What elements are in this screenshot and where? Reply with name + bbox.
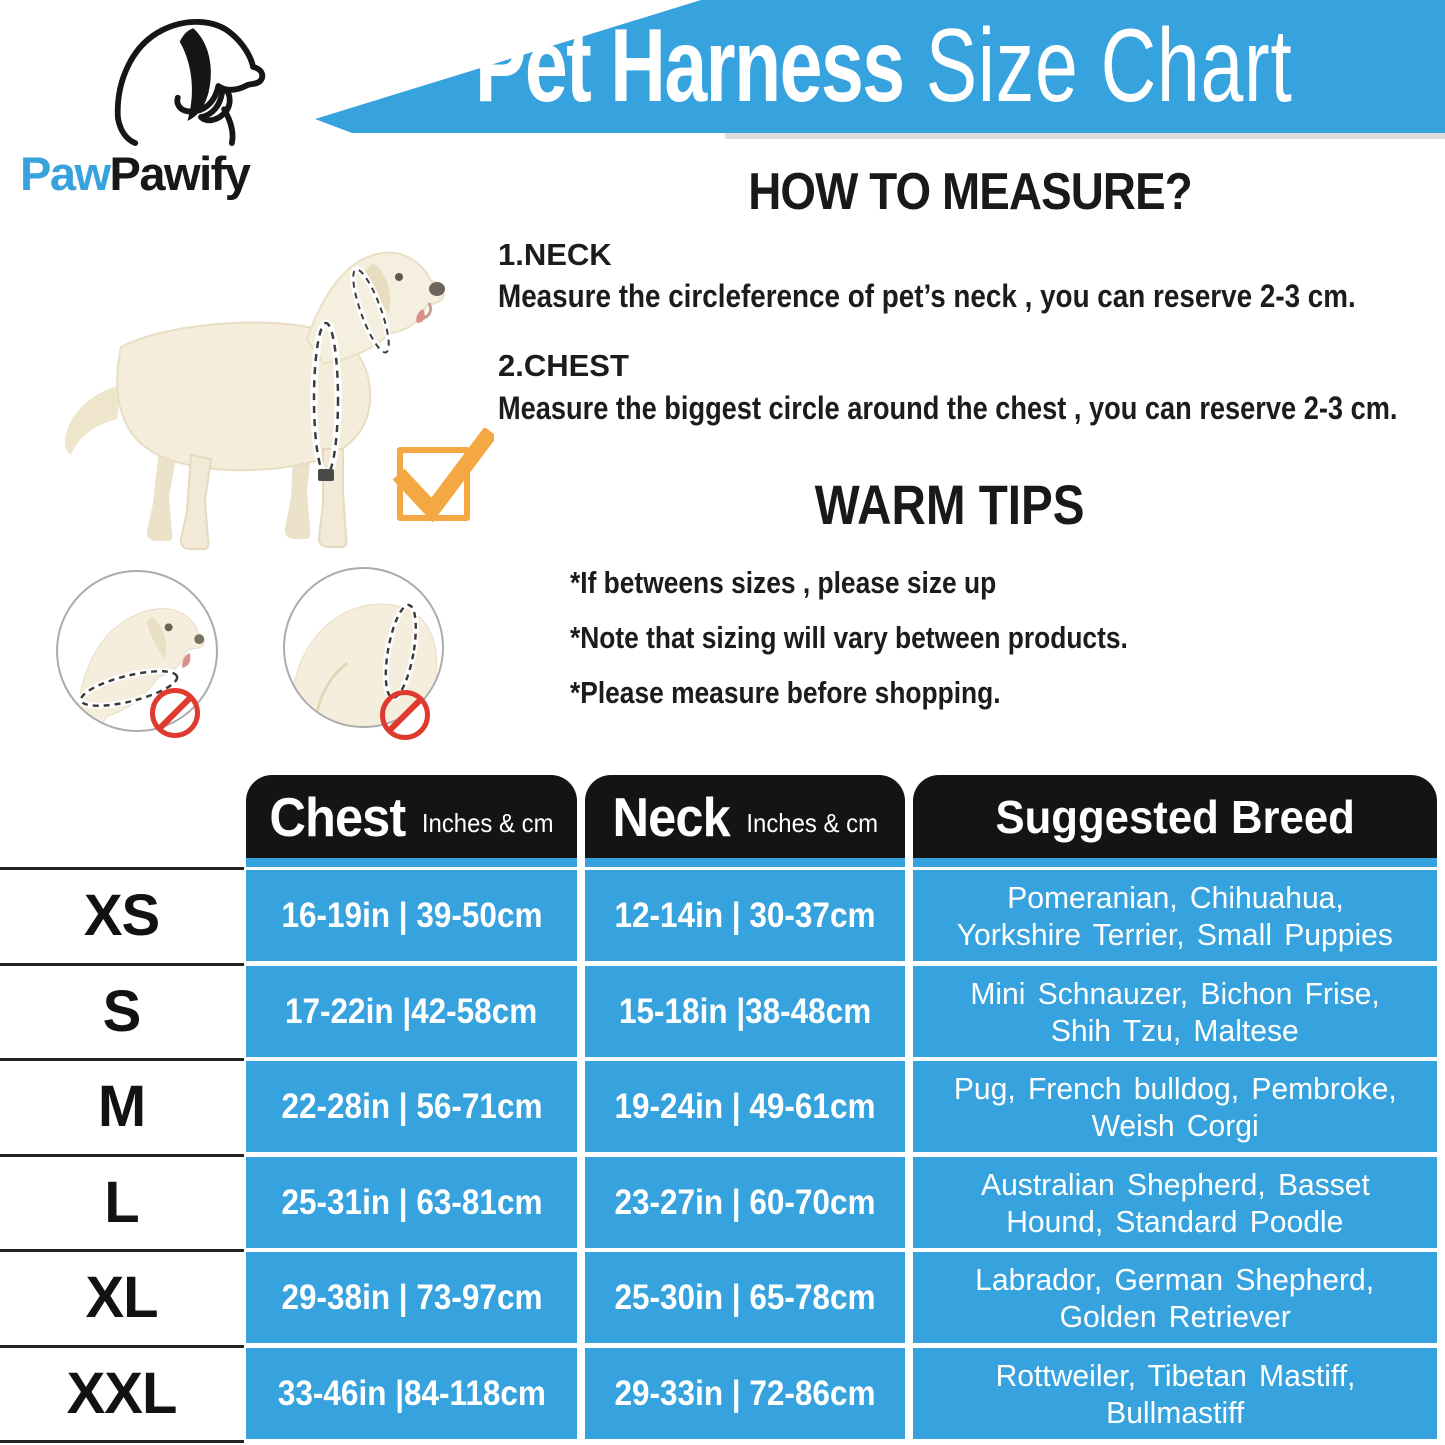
header-accent-strip	[585, 858, 905, 867]
step-neck-text: Measure the circleference of pet’s neck …	[498, 278, 1356, 314]
warm-tips-title: WARM TIPS	[815, 473, 1085, 536]
neck-header-title: Neck	[612, 785, 730, 848]
row-divider	[0, 1154, 244, 1157]
chest-header-title: Chest	[269, 785, 406, 848]
how-to-measure-title: HOW TO MEASURE?	[748, 163, 1192, 221]
breed-cell: Mini Schnauzer, Bichon Frise, Shih Tzu, M…	[913, 966, 1437, 1057]
neck-header-units: Inches & cm	[746, 808, 878, 838]
neck-cell: 15-18in |38-48cm	[585, 966, 905, 1057]
neck-cell: 25-30in | 65-78cm	[585, 1252, 905, 1343]
chest-cell: 29-38in | 73-97cm	[246, 1252, 577, 1343]
breed-cell: Pug, French bulldog, Pembroke, Weish Corg…	[913, 1061, 1437, 1152]
neck-cell: 23-27in | 60-70cm	[585, 1157, 905, 1248]
size-label: XXL	[0, 1348, 243, 1439]
chest-cell: 22-28in | 56-71cm	[246, 1061, 577, 1152]
row-divider	[0, 1440, 244, 1443]
header-accent-strip	[913, 858, 1437, 867]
brand-name-paw: Paw	[20, 147, 111, 200]
page-title-light: Size Chart	[925, 8, 1293, 124]
chest-header-units: Inches & cm	[421, 808, 554, 838]
size-label: S	[0, 966, 243, 1057]
chest-cell: 16-19in | 39-50cm	[246, 870, 577, 961]
neck-column-header: Neck Inches & cm	[585, 775, 905, 858]
page-title-bold: Pet Harness	[475, 8, 905, 124]
chest-cell: 33-46in |84-118cm	[246, 1348, 577, 1439]
breed-cell: Labrador, German Shepherd, Golden Retriev…	[913, 1252, 1437, 1343]
chest-cell: 25-31in | 63-81cm	[246, 1157, 577, 1248]
warm-tip: *Please measure before shopping.	[570, 675, 1001, 710]
chest-column-header: Chest Inches & cm	[246, 775, 577, 858]
breed-cell: Australian Shepherd, Basset Hound, Standa…	[913, 1157, 1437, 1248]
step-neck-label: 1.NECK	[498, 237, 612, 272]
row-divider	[0, 963, 244, 966]
breed-column-header: Suggested Breed	[913, 775, 1437, 858]
page-title: Pet Harness Size Chart	[475, 0, 1445, 133]
chest-tape-line	[310, 319, 342, 481]
size-label: XS	[0, 870, 243, 961]
no-sign-icon	[150, 688, 200, 738]
brand-name: PawPawify	[20, 146, 251, 201]
row-divider	[0, 1058, 244, 1061]
breed-cell: Pomeranian, Chihuahua, Yorkshire Terrier,…	[913, 870, 1437, 961]
size-label: L	[0, 1157, 243, 1248]
brand-name-pawify: Pawify	[109, 147, 251, 200]
size-label: M	[0, 1061, 243, 1152]
row-divider	[0, 1345, 244, 1348]
neck-tape-line	[350, 266, 392, 356]
chest-cell: 17-22in |42-58cm	[246, 966, 577, 1057]
step-chest-label: 2.CHEST	[498, 348, 629, 383]
row-divider	[0, 867, 244, 870]
step-chest-text: Measure the biggest circle around the ch…	[498, 390, 1398, 426]
neck-cell: 12-14in | 30-37cm	[585, 870, 905, 961]
dog-logo-icon	[114, 19, 266, 146]
check-icon	[392, 428, 494, 523]
warm-tip: *Note that sizing will vary between prod…	[570, 620, 1128, 655]
neck-cell: 29-33in | 72-86cm	[585, 1348, 905, 1439]
warm-tip: *If betweens sizes , please size up	[570, 565, 997, 600]
no-sign-icon	[380, 690, 430, 740]
header-accent-strip	[246, 858, 577, 867]
neck-cell: 19-24in | 49-61cm	[585, 1061, 905, 1152]
banner-shadow	[725, 133, 1445, 139]
dog-measure-illustration	[64, 251, 445, 550]
breed-cell: Rottweiler, Tibetan Mastiff, Bullmastiff	[913, 1348, 1437, 1439]
row-divider	[0, 1249, 244, 1252]
size-label: XL	[0, 1252, 243, 1343]
